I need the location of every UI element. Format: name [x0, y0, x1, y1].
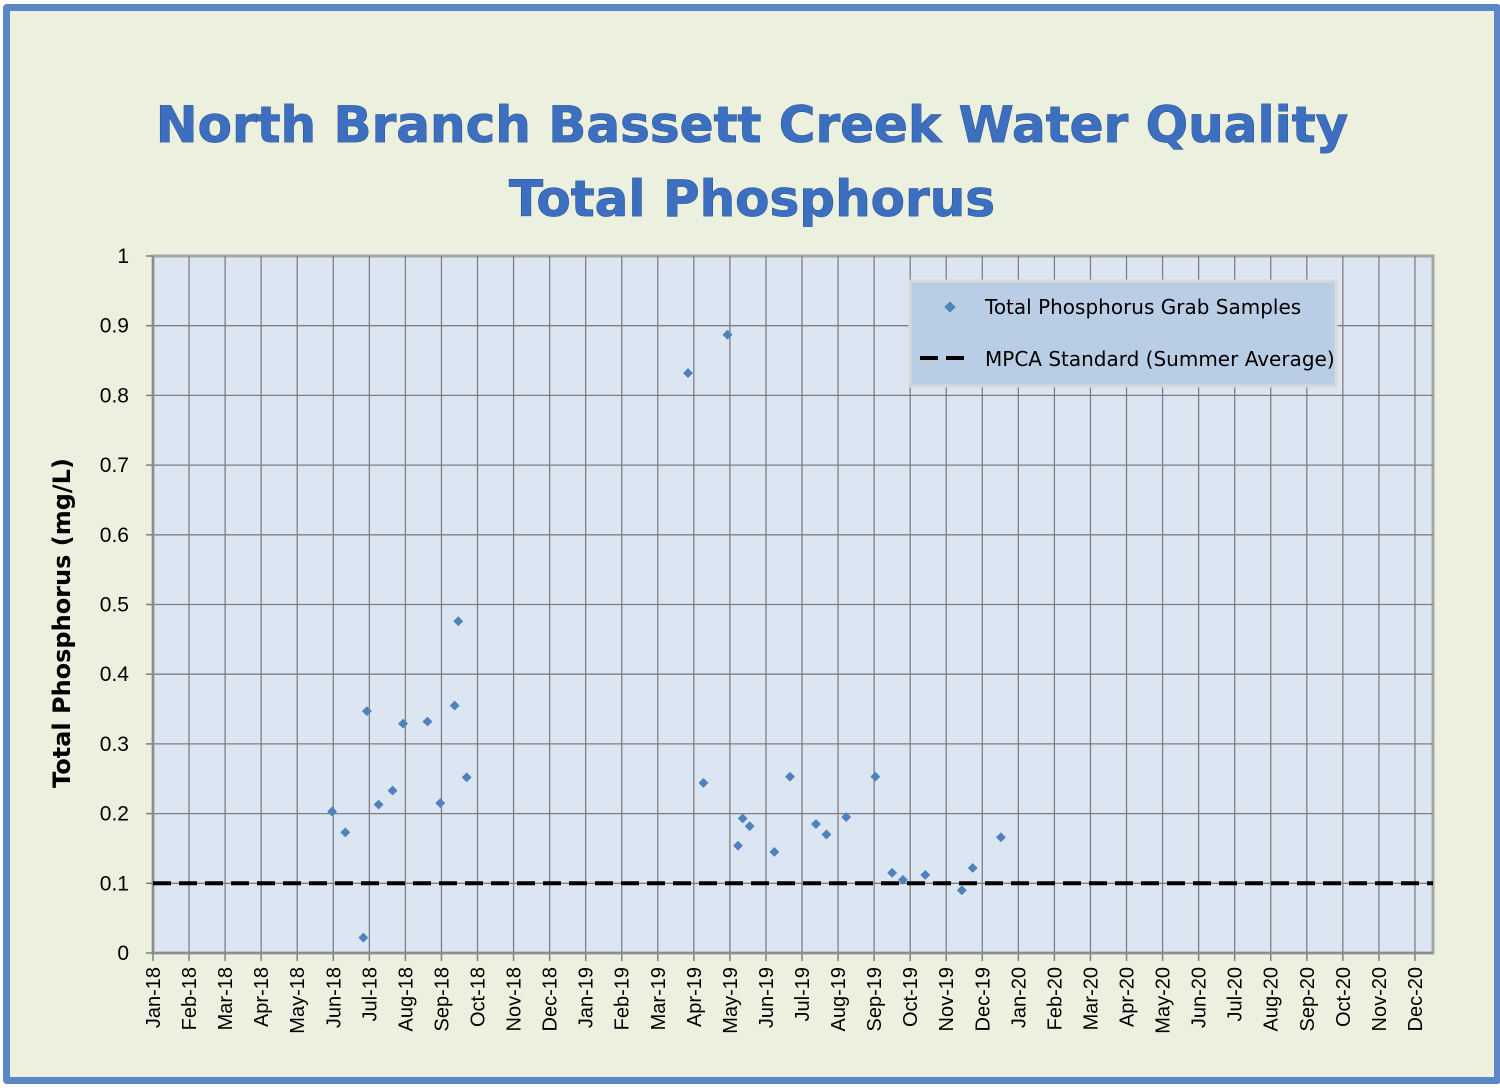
data-point — [340, 827, 351, 838]
y-tick-label: 0.8 — [100, 384, 129, 407]
x-tick-label: Dec-18 — [540, 967, 562, 1031]
data-point — [841, 812, 852, 823]
y-tick-labels: 0 0.1 0.2 0.3 0.4 0.5 0.6 0.7 0.8 0.9 1 — [100, 245, 130, 965]
axes — [146, 255, 1433, 961]
x-tick-label: Mar-18 — [215, 967, 237, 1030]
x-tick-label: Jul-20 — [1225, 967, 1247, 1021]
legend-marker-diamond-icon — [944, 301, 956, 313]
y-tick-label: 1 — [117, 245, 129, 268]
data-point — [920, 869, 931, 880]
legend-label-mpca-standard: MPCA Standard (Summer Average) — [985, 347, 1335, 371]
x-tick-label: Jan-20 — [1008, 967, 1030, 1028]
x-tick-label: Apr-19 — [684, 967, 706, 1027]
data-point — [811, 819, 821, 830]
data-point — [737, 813, 748, 824]
data-point — [769, 846, 780, 857]
data-point — [361, 706, 372, 717]
x-tick-label: Nov-18 — [504, 967, 526, 1031]
x-tick-label: Oct-20 — [1333, 967, 1355, 1027]
data-point — [870, 771, 881, 782]
y-tick-label: 0.6 — [100, 524, 129, 547]
x-tick-label: Nov-19 — [936, 967, 958, 1031]
series-points — [327, 329, 1006, 943]
x-tick-label: Jun-18 — [323, 967, 345, 1028]
x-tick-label: Nov-20 — [1369, 967, 1391, 1031]
x-tick-label: Jun-19 — [756, 967, 778, 1028]
x-tick-label: Dec-19 — [972, 967, 994, 1031]
data-point — [967, 863, 978, 873]
x-tick-label: Jul-18 — [359, 967, 381, 1021]
data-point — [956, 885, 967, 896]
x-tick-label: May-20 — [1153, 967, 1175, 1034]
data-point — [821, 829, 832, 840]
data-point — [722, 329, 733, 340]
data-point — [358, 932, 369, 943]
x-tick-label: Jul-19 — [792, 967, 814, 1021]
y-tick-label: 0.7 — [100, 454, 129, 477]
legend-label-grab-samples: Total Phosphorus Grab Samples — [984, 295, 1301, 319]
chart-title-line-2: Total Phosphorus — [509, 170, 995, 228]
data-point — [898, 874, 908, 885]
x-tick-label: Sep-19 — [864, 967, 886, 1032]
y-tick-label: 0 — [117, 942, 129, 965]
x-tick-label: Dec-20 — [1405, 967, 1427, 1031]
y-axis-label: Total Phosphorus (mg/L) — [48, 458, 76, 788]
data-point — [387, 785, 398, 796]
data-point — [733, 840, 743, 851]
legend: Total Phosphorus Grab Samples MPCA Stand… — [908, 279, 1338, 388]
data-point — [435, 798, 446, 809]
data-point — [461, 772, 472, 783]
x-tick-label: Mar-19 — [648, 967, 670, 1030]
x-tick-label: Feb-18 — [179, 967, 201, 1030]
data-point — [453, 616, 464, 627]
x-tick-label: Apr-20 — [1117, 967, 1139, 1027]
data-point — [698, 777, 709, 788]
x-tick-label: Aug-18 — [395, 967, 417, 1032]
data-point — [373, 799, 384, 810]
data-point — [683, 368, 693, 379]
y-tick-label: 0.3 — [100, 733, 129, 756]
x-tick-label: Jan-18 — [143, 967, 165, 1028]
y-tick-label: 0.2 — [100, 803, 129, 826]
data-point — [327, 806, 338, 817]
x-tick-label: Sep-18 — [431, 967, 453, 1032]
x-tick-label: May-19 — [720, 967, 742, 1034]
x-tick-label: May-18 — [287, 967, 309, 1034]
y-tick-label: 0.5 — [100, 594, 129, 617]
chart-title-line-1: North Branch Bassett Creek Water Quality — [156, 96, 1348, 154]
data-point — [422, 716, 433, 727]
y-tick-label: 0.1 — [100, 872, 129, 895]
data-point — [398, 718, 409, 729]
x-tick-labels: Jan-18 Feb-18 Mar-18 Apr-18 May-18 Jun-18 Jul-… — [143, 967, 1427, 1034]
y-tick-label: 0.4 — [100, 663, 130, 686]
x-tick-label: Apr-18 — [251, 967, 273, 1027]
legend-box — [908, 279, 1338, 388]
x-tick-label: Sep-20 — [1297, 967, 1319, 1032]
data-point — [887, 867, 898, 878]
x-tick-label: Aug-19 — [828, 967, 850, 1032]
x-tick-label: Jun-20 — [1189, 967, 1211, 1028]
x-tick-label: Feb-20 — [1044, 967, 1066, 1030]
x-tick-label: Aug-20 — [1261, 967, 1283, 1032]
x-tick-label: Oct-19 — [900, 967, 922, 1027]
data-point — [785, 771, 795, 782]
x-tick-label: Mar-20 — [1080, 967, 1102, 1030]
x-tick-label: Oct-18 — [468, 967, 490, 1027]
data-point — [995, 832, 1006, 843]
x-tick-label: Feb-19 — [612, 967, 634, 1030]
data-point — [744, 821, 755, 832]
data-point — [449, 700, 460, 711]
x-tick-label: Jan-19 — [576, 967, 598, 1028]
y-tick-label: 0.9 — [100, 315, 129, 338]
